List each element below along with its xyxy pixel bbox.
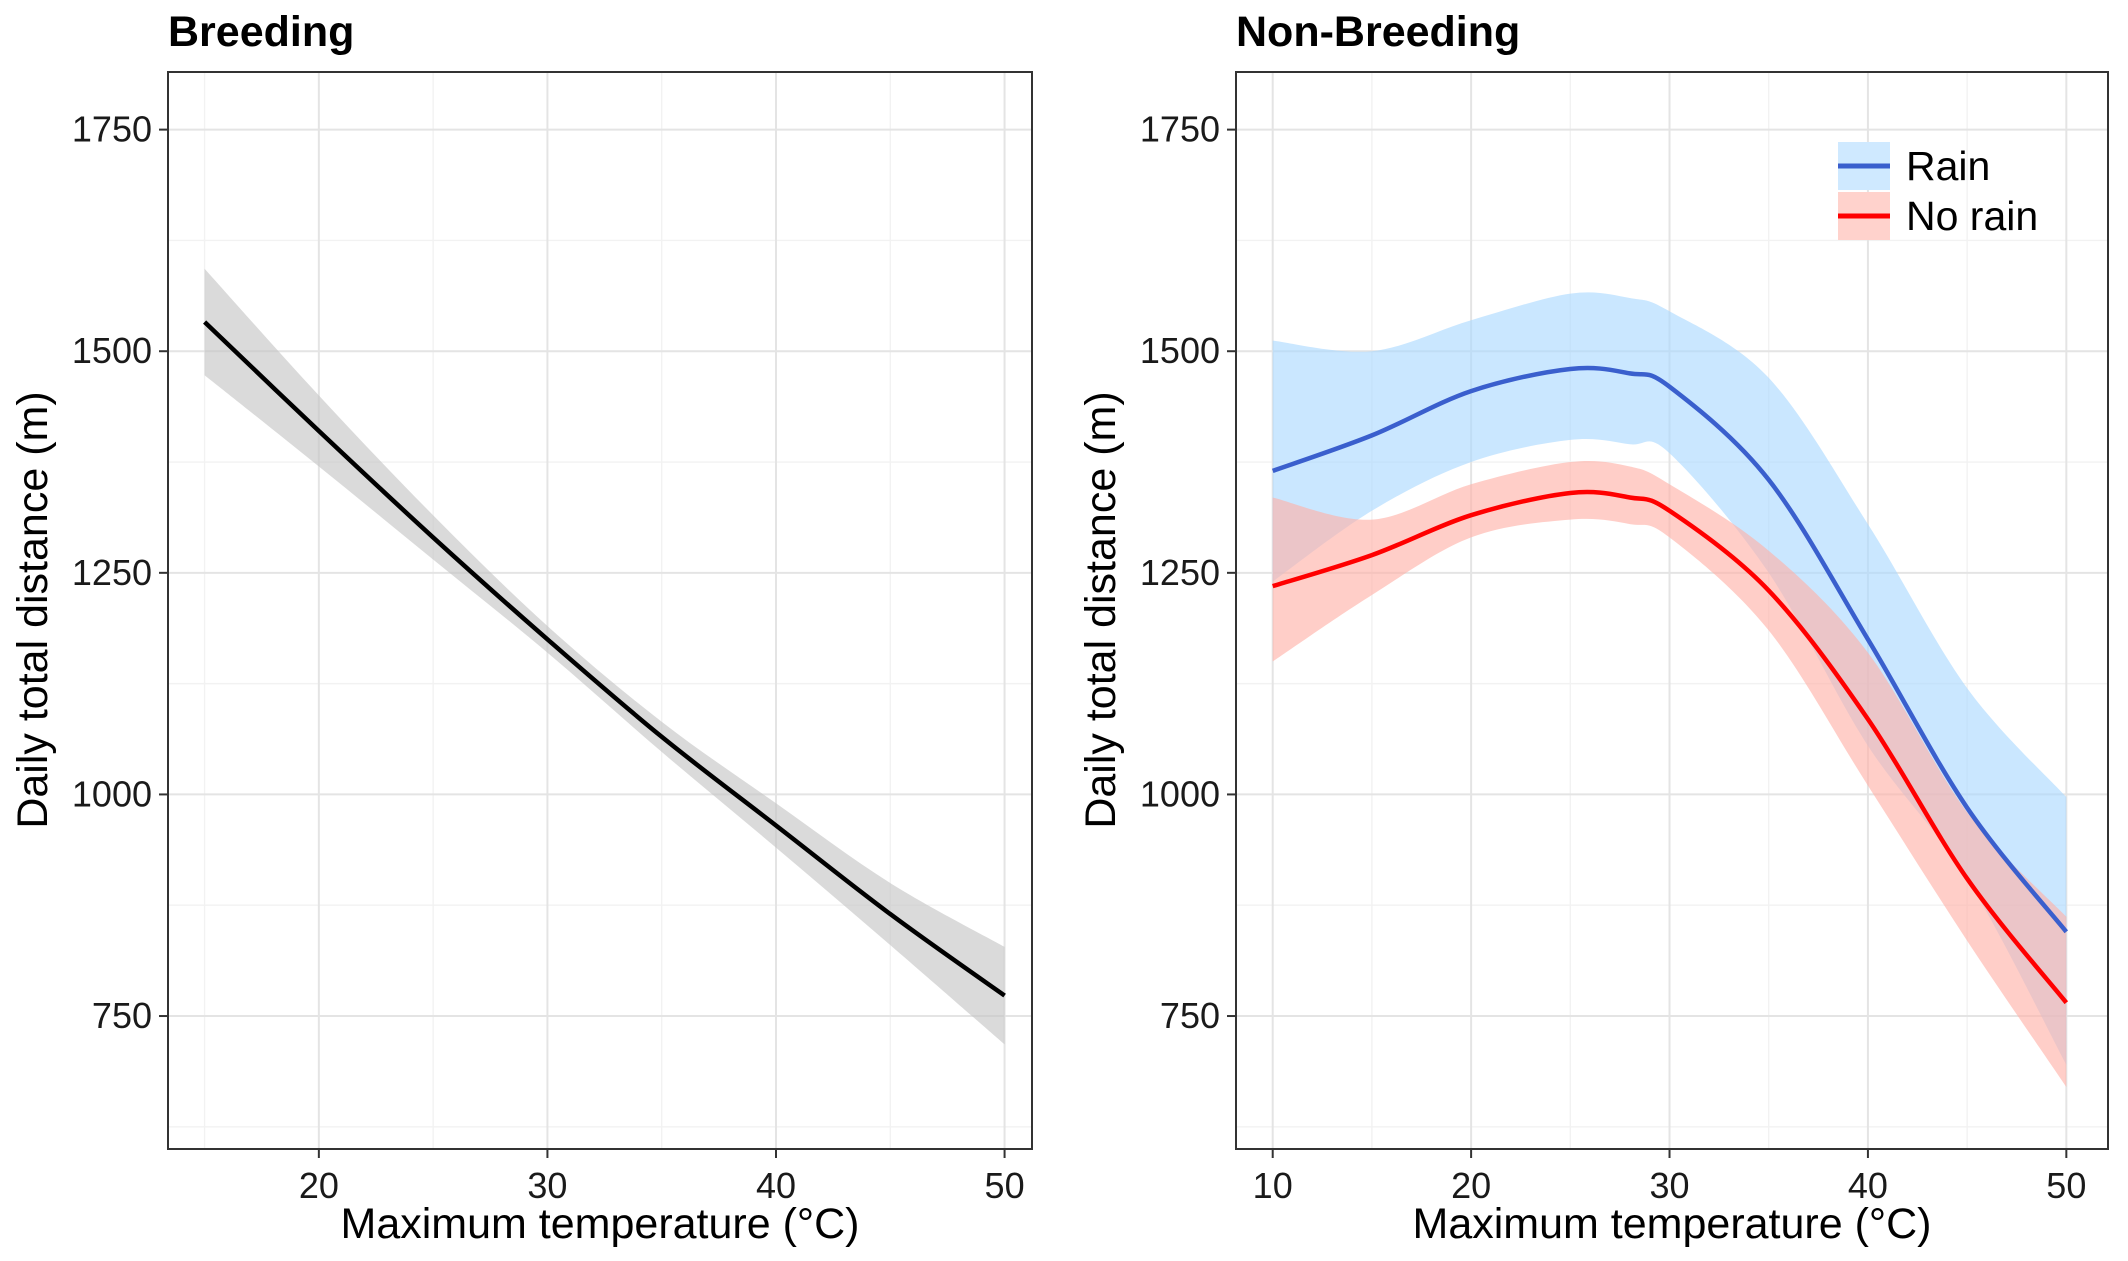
y-tick-label: 1500: [72, 330, 152, 371]
y-tick-label: 1000: [72, 773, 152, 814]
y-axis-label: Daily total distance (m): [1077, 391, 1125, 828]
legend-label-rain: Rain: [1906, 143, 1990, 189]
x-tick-label: 50: [985, 1165, 1025, 1206]
y-tick-label: 1000: [1140, 773, 1220, 814]
y-axis-ticks: 750 1000 1250 1500 1750: [1140, 109, 1236, 1036]
y-tick-label: 1250: [72, 552, 152, 593]
x-axis-label: Maximum temperature (°C): [341, 1200, 860, 1248]
y-tick-label: 1750: [1140, 109, 1220, 150]
plot-frame: [167, 71, 1033, 1150]
x-tick-label: 40: [756, 1165, 796, 1206]
series-lines: [1271, 365, 2069, 1005]
plot-frame: [1235, 71, 2109, 1150]
panel-breeding: Breeding 20 30 40 50 750 1000 1250 1500 1750 Ma…: [9, 8, 1033, 1248]
legend: Rain No rain: [1838, 142, 2038, 240]
y-tick-label: 1750: [72, 109, 152, 150]
x-axis-label: Maximum temperature (°C): [1413, 1200, 1932, 1248]
y-tick-label: 750: [1160, 995, 1220, 1036]
x-tick-label: 50: [2046, 1165, 2086, 1206]
x-tick-label: 10: [1253, 1165, 1293, 1206]
confidence-band-no-rain: [1272, 460, 2067, 1087]
confidence-band-rain: [1272, 292, 2067, 1065]
series-line-no-rain: [1272, 489, 2069, 1005]
plot-background: [168, 72, 1032, 1149]
series-line-0: [203, 320, 1006, 998]
x-tick-label: 30: [1649, 1165, 1689, 1206]
series-line-rain: [1271, 365, 2069, 934]
x-axis-ticks: 10 20 30 40 50: [1253, 1149, 2086, 1206]
plot-background: [1236, 72, 2108, 1149]
y-tick-label: 1250: [1140, 552, 1220, 593]
x-tick-label: 30: [527, 1165, 567, 1206]
y-tick-label: 750: [92, 995, 152, 1036]
y-axis-ticks: 750 1000 1250 1500 1750: [72, 109, 168, 1036]
x-tick-label: 20: [299, 1165, 339, 1206]
y-tick-label: 1500: [1140, 330, 1220, 371]
x-tick-label: 40: [1848, 1165, 1888, 1206]
x-axis-ticks: 20 30 40 50: [299, 1149, 1025, 1206]
panel-title: Non-Breeding: [1236, 8, 1520, 56]
panel-non-breeding: Non-Breeding 10 20 30 40 50 750 1000 1250 1500 1…: [1077, 8, 2109, 1248]
panel-title: Breeding: [168, 8, 354, 56]
legend-label-no-rain: No rain: [1906, 193, 2038, 239]
y-axis-label: Daily total distance (m): [9, 391, 57, 828]
series-lines: [203, 320, 1006, 998]
confidence-bands: [1272, 292, 2067, 1087]
x-tick-label: 20: [1451, 1165, 1491, 1206]
